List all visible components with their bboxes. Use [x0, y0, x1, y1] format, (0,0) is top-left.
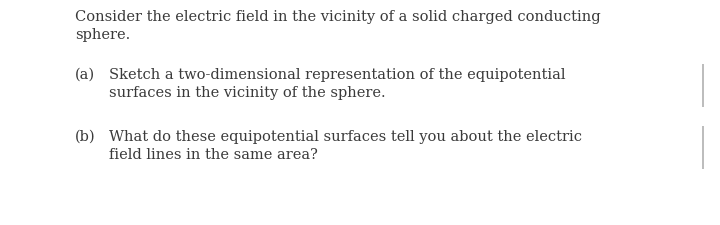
Text: surfaces in the vicinity of the sphere.: surfaces in the vicinity of the sphere.	[109, 86, 386, 99]
Text: Consider the electric field in the vicinity of a solid charged conducting: Consider the electric field in the vicin…	[75, 10, 600, 24]
Text: What do these equipotential surfaces tell you about the electric: What do these equipotential surfaces tel…	[109, 129, 582, 143]
Text: sphere.: sphere.	[75, 28, 130, 42]
Text: (a): (a)	[75, 68, 95, 82]
Text: field lines in the same area?: field lines in the same area?	[109, 147, 318, 161]
Text: Sketch a two-dimensional representation of the equipotential: Sketch a two-dimensional representation …	[109, 68, 565, 82]
Text: (b): (b)	[75, 129, 96, 143]
